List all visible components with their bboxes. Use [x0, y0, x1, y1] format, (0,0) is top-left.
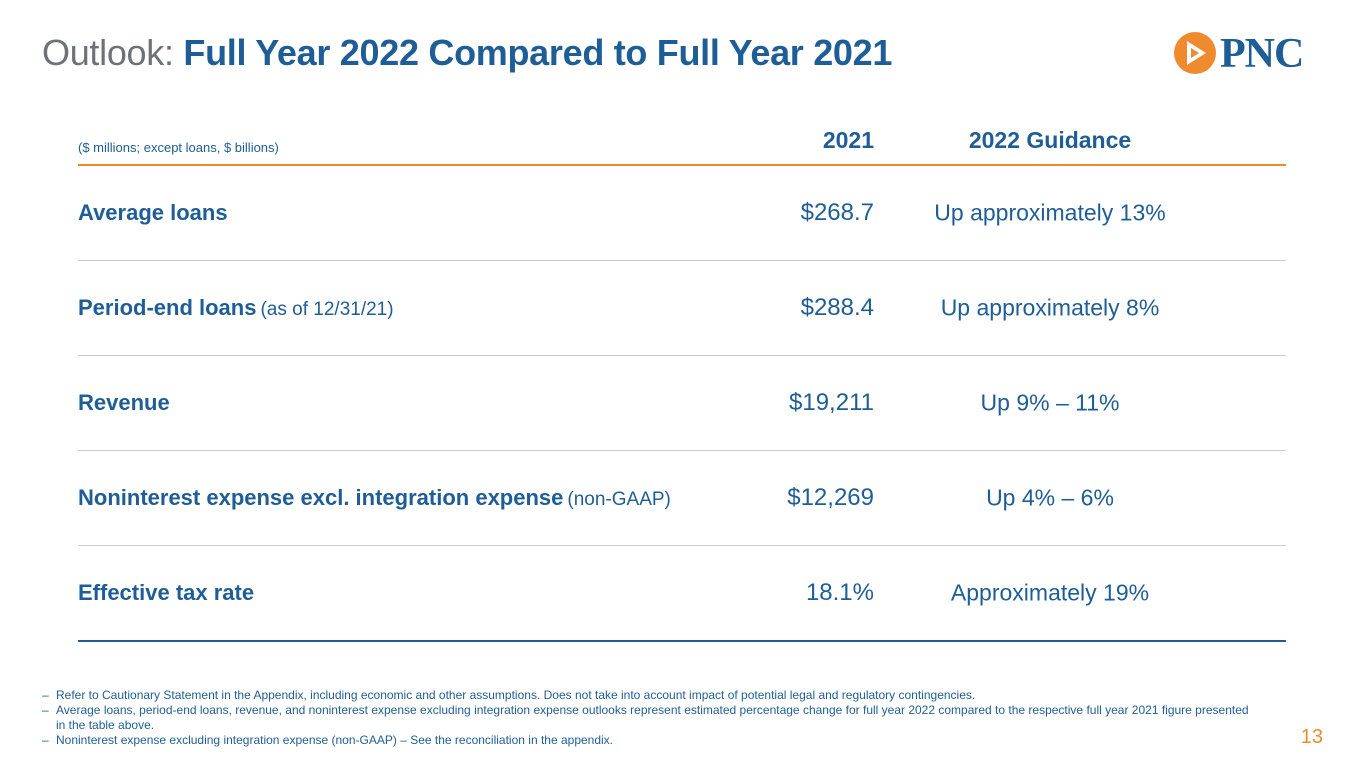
row-label-note: (as of 12/31/21): [260, 299, 394, 320]
footnote: – Noninterest expense excluding integrati…: [42, 733, 614, 747]
table-header: ($ millions; except loans, $ billions) 2…: [78, 118, 1286, 166]
table-row: Average loans $268.7 Up approximately 13…: [78, 166, 1286, 261]
row-label: Effective tax rate: [78, 580, 258, 606]
value-2021: $268.7: [800, 199, 874, 226]
outlook-table: ($ millions; except loans, $ billions) 2…: [78, 118, 1286, 642]
table-row: Effective tax rate 18.1% Approximately 1…: [78, 546, 1286, 642]
table-row: Revenue $19,211 Up 9% – 11%: [78, 356, 1286, 451]
column-header-2022-guidance: 2022 Guidance: [968, 127, 1132, 153]
value-2022-guidance: Up approximately 13%: [934, 199, 1166, 226]
footnote: – Average loans, period-end loans, revenu…: [42, 703, 1249, 732]
value-2021: $19,211: [789, 389, 874, 416]
unit-note: ($ millions; except loans, $ billions): [78, 140, 279, 155]
value-2022-guidance: Up 9% – 11%: [980, 389, 1120, 416]
footnote: – Refer to Cautionary Statement in the Ap…: [42, 688, 976, 702]
row-label-text: Period-end loans: [78, 295, 257, 320]
logo-wordmark: PNC: [1220, 31, 1304, 77]
table-row: Period-end loans (as of 12/31/21) $288.4 …: [78, 261, 1286, 356]
row-label: Period-end loans (as of 12/31/21): [78, 295, 394, 321]
row-label-text: Noninterest expense excl. integration ex…: [78, 485, 564, 510]
value-2022-guidance: Up approximately 8%: [940, 294, 1160, 321]
value-2022-guidance: Approximately 19%: [950, 579, 1150, 606]
footnotes: – Refer to Cautionary Statement in the Ap…: [42, 688, 1252, 748]
row-label-text: Revenue: [78, 390, 170, 415]
table-row: Noninterest expense excl. integration ex…: [78, 451, 1286, 546]
page-number: 13: [1300, 726, 1323, 748]
column-header-2021: 2021: [822, 127, 874, 153]
pnc-logo: PNC: [1172, 30, 1332, 78]
row-label: Revenue: [78, 390, 174, 416]
row-label-text: Effective tax rate: [78, 580, 255, 605]
row-label-note: (non-GAAP): [567, 489, 671, 510]
title-main: Full Year 2022 Compared to Full Year 202…: [183, 32, 893, 73]
row-label-text: Average loans: [78, 200, 228, 225]
page-title: Outlook: Full Year 2022 Compared to Full…: [42, 32, 892, 74]
title-prefix: Outlook:: [42, 32, 174, 73]
value-2022-guidance: Up 4% – 6%: [986, 484, 1114, 511]
value-2021: $12,269: [787, 484, 874, 511]
row-label: Noninterest expense excl. integration ex…: [78, 485, 671, 511]
pnc-logo-icon: [1174, 32, 1216, 74]
value-2021: $288.4: [800, 294, 874, 321]
value-2021: 18.1%: [805, 579, 874, 606]
row-label: Average loans: [78, 200, 232, 226]
